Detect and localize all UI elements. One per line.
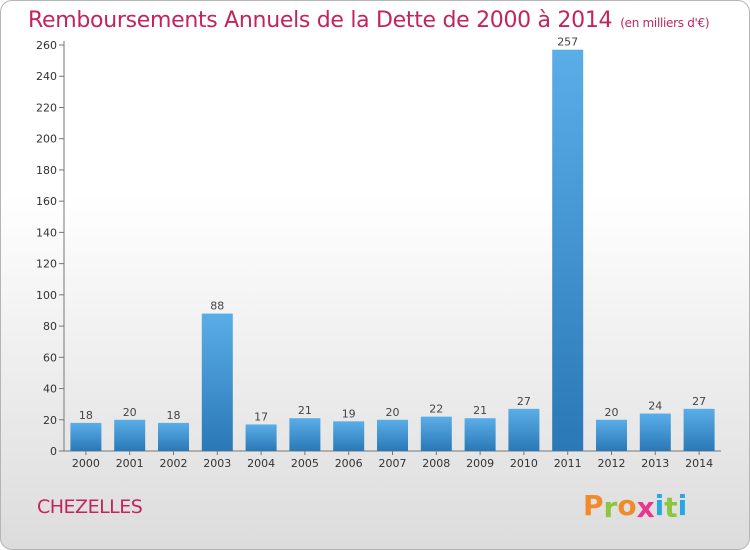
chart-title-text: Remboursements Annuels de la Dette de 20… — [28, 8, 613, 33]
y-tick-label: 260 — [36, 39, 57, 52]
data-label: 22 — [429, 403, 443, 416]
y-tick-label: 140 — [36, 226, 57, 239]
data-label: 19 — [342, 407, 356, 420]
y-tick-label: 120 — [36, 258, 57, 271]
x-tick-label: 2002 — [160, 457, 188, 470]
x-tick-label: 2000 — [72, 457, 100, 470]
x-tick-label: 2004 — [247, 457, 275, 470]
bar — [333, 421, 365, 451]
y-tick-label: 0 — [50, 445, 57, 458]
bar — [245, 424, 277, 451]
y-tick-label: 180 — [36, 164, 57, 177]
bar — [639, 413, 671, 451]
data-label: 27 — [692, 395, 706, 408]
logo-letter: t — [664, 491, 678, 524]
bar — [289, 418, 321, 451]
logo-letter: P — [583, 489, 604, 522]
data-label: 20 — [386, 406, 400, 419]
y-tick-label: 160 — [36, 195, 57, 208]
x-tick-label: 2007 — [379, 457, 407, 470]
x-tick-label: 2009 — [466, 457, 494, 470]
data-label: 21 — [298, 404, 312, 417]
y-tick-label: 220 — [36, 101, 57, 114]
x-tick-label: 2003 — [203, 457, 231, 470]
data-label: 88 — [210, 300, 224, 313]
bar — [377, 419, 408, 451]
bar — [683, 408, 715, 451]
y-tick-label: 40 — [43, 383, 57, 396]
data-label: 27 — [517, 395, 531, 408]
y-tick-label: 200 — [36, 133, 57, 146]
logo-letter: o — [617, 489, 637, 522]
bar — [596, 419, 627, 451]
data-label: 20 — [123, 406, 137, 419]
y-tick-label: 80 — [43, 320, 57, 333]
data-label: 18 — [167, 409, 181, 422]
data-label: 21 — [473, 404, 487, 417]
bar — [508, 408, 540, 451]
proxiti-logo[interactable]: Proxiti — [583, 489, 688, 524]
bar — [201, 313, 233, 451]
data-label: 20 — [605, 406, 619, 419]
chart-title: Remboursements Annuels de la Dette de 20… — [28, 8, 710, 33]
logo-letter: r — [603, 491, 618, 524]
x-tick-label: 2012 — [598, 457, 626, 470]
bar — [70, 422, 102, 451]
x-tick-label: 2013 — [641, 457, 669, 470]
y-tick-label: 20 — [43, 414, 57, 427]
x-tick-label: 2011 — [554, 457, 582, 470]
y-tick-label: 100 — [36, 289, 57, 302]
bar — [158, 422, 189, 451]
y-tick-label: 240 — [36, 70, 57, 83]
commune-name: CHEZELLES — [37, 496, 143, 518]
logo-letter: i — [654, 489, 665, 522]
x-tick-label: 2010 — [510, 457, 538, 470]
x-tick-label: 2005 — [291, 457, 319, 470]
bar — [552, 49, 584, 451]
chart-unit: (en milliers d'€) — [620, 16, 710, 30]
bar — [114, 419, 146, 451]
x-tick-label: 2008 — [422, 457, 450, 470]
x-tick-label: 2014 — [685, 457, 713, 470]
x-tick-label: 2006 — [335, 457, 363, 470]
logo-letter: i — [677, 489, 688, 522]
bar — [464, 418, 496, 451]
data-label: 17 — [254, 410, 268, 423]
data-label: 257 — [557, 36, 578, 49]
logo-letter: x — [636, 491, 655, 524]
data-label: 18 — [79, 409, 93, 422]
bar — [420, 416, 452, 451]
data-label: 24 — [648, 400, 662, 413]
y-tick-label: 60 — [43, 351, 57, 364]
x-tick-label: 2001 — [116, 457, 144, 470]
